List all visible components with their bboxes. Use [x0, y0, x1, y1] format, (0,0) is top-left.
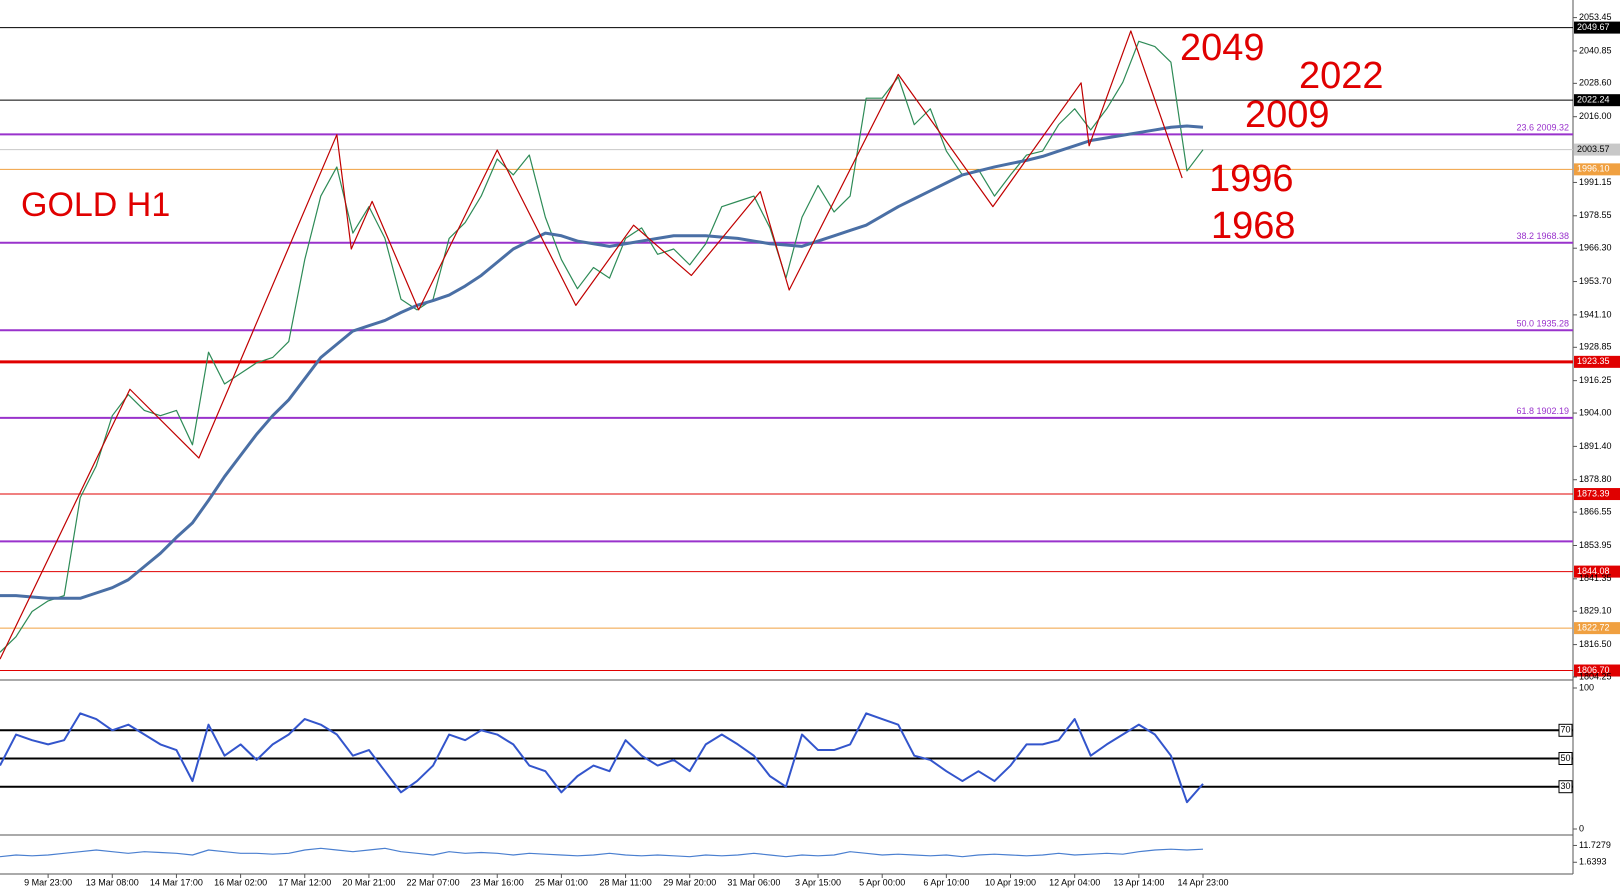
price-tag — [1574, 21, 1620, 34]
y-tick-label: 1916.25 — [1579, 375, 1612, 385]
y-tick-label: 1829.10 — [1579, 606, 1612, 616]
x-tick-label: 5 Apr 00:00 — [859, 877, 905, 887]
y-tick-label: 11.7279 — [1579, 840, 1611, 850]
x-tick-label: 3 Apr 15:00 — [795, 877, 841, 887]
x-tick-label: 12 Apr 04:00 — [1049, 877, 1100, 887]
fib-label: 50.0 1935.28 — [1516, 319, 1569, 329]
y-tick-label: 1866.55 — [1579, 507, 1612, 517]
price-tag — [1574, 94, 1620, 107]
series-line — [0, 712, 1204, 804]
y-tick-label: 0 — [1579, 823, 1584, 833]
price-tag — [1574, 488, 1620, 501]
y-tick-label: 1904.00 — [1579, 407, 1612, 417]
y-tick-label: 2040.85 — [1579, 45, 1612, 55]
fib-label: 23.6 2009.32 — [1516, 123, 1569, 133]
x-tick-label: 20 Mar 21:00 — [342, 877, 395, 887]
price-tag-label: 1923.35 — [1577, 356, 1610, 366]
chart-title: GOLD H1 — [21, 186, 170, 224]
x-tick-label: 17 Mar 12:00 — [278, 877, 331, 887]
price-tag — [1574, 143, 1620, 156]
price-tag — [1574, 163, 1620, 176]
x-tick-label: 23 Mar 16:00 — [471, 877, 524, 887]
price-tag — [1574, 664, 1620, 677]
level-label: 50 — [1560, 753, 1570, 763]
y-tick-label: 100 — [1579, 682, 1594, 692]
y-tick-label: 1816.50 — [1579, 639, 1612, 649]
annotation: 2009 — [1245, 94, 1330, 136]
x-tick-label: 25 Mar 01:00 — [535, 877, 588, 887]
price-tag-label: 1806.70 — [1577, 665, 1610, 675]
level-label: 70 — [1560, 725, 1570, 735]
x-tick-label: 6 Apr 10:00 — [923, 877, 969, 887]
level-tag — [1558, 752, 1573, 765]
y-tick-label: 1891.40 — [1579, 441, 1612, 451]
y-tick-label: 1928.85 — [1579, 342, 1612, 352]
y-tick-label: 1804.25 — [1579, 671, 1612, 681]
y-tick-label: 1.6393 — [1579, 857, 1607, 867]
y-tick-label: 1941.10 — [1579, 309, 1612, 319]
price-tag-label: 2003.57 — [1577, 144, 1610, 154]
series-line — [0, 124, 1204, 600]
series-line — [0, 40, 1204, 653]
x-tick-label: 29 Mar 20:00 — [663, 877, 716, 887]
y-tick-label: 2053.45 — [1579, 12, 1612, 22]
annotation: 2022 — [1299, 55, 1384, 97]
y-tick-label: 1966.30 — [1579, 243, 1612, 253]
price-tag-label: 1822.72 — [1577, 623, 1610, 633]
x-tick-label: 22 Mar 07:00 — [407, 877, 460, 887]
x-tick-label: 10 Apr 19:00 — [985, 877, 1036, 887]
price-tag-label: 2049.67 — [1577, 22, 1610, 32]
price-tag — [1574, 355, 1620, 368]
x-tick-label: 13 Apr 14:00 — [1113, 877, 1164, 887]
x-tick-label: 9 Mar 23:00 — [24, 877, 72, 887]
y-tick-label: 2028.60 — [1579, 78, 1612, 88]
x-tick-label: 16 Mar 02:00 — [214, 877, 267, 887]
x-tick-label: 13 Mar 08:00 — [86, 877, 139, 887]
x-tick-label: 14 Apr 23:00 — [1177, 877, 1228, 887]
price-tag-label: 1844.08 — [1577, 566, 1610, 576]
y-tick-label: 1841.35 — [1579, 573, 1612, 583]
x-tick-label: 28 Mar 11:00 — [599, 877, 651, 887]
level-tag — [1558, 723, 1573, 737]
level-tag — [1558, 780, 1573, 794]
price-tag-label: 2022.24 — [1577, 95, 1610, 105]
y-tick-label: 1853.95 — [1579, 540, 1612, 550]
y-tick-label: 1878.80 — [1579, 474, 1612, 484]
x-tick-label: 31 Mar 06:00 — [727, 877, 780, 887]
annotation: 2049 — [1180, 27, 1265, 69]
y-tick-label: 2016.00 — [1579, 111, 1612, 121]
price-tag-label: 1873.39 — [1577, 488, 1610, 498]
price-tag — [1574, 565, 1620, 578]
price-tag — [1574, 622, 1620, 635]
fib-label: 61.8 1902.19 — [1516, 406, 1569, 416]
y-tick-label: 1991.15 — [1579, 177, 1612, 187]
price-tag-label: 1996.10 — [1577, 164, 1610, 174]
annotation: 1968 — [1211, 205, 1296, 247]
fib-label: 38.2 1968.38 — [1516, 231, 1569, 241]
y-tick-label: 1953.70 — [1579, 276, 1612, 286]
annotation: 1996 — [1209, 158, 1294, 200]
series-line — [0, 30, 1183, 660]
series-line — [0, 847, 1204, 858]
y-tick-label: 1978.55 — [1579, 210, 1612, 220]
level-label: 30 — [1560, 781, 1570, 791]
x-tick-label: 14 Mar 17:00 — [150, 877, 203, 887]
